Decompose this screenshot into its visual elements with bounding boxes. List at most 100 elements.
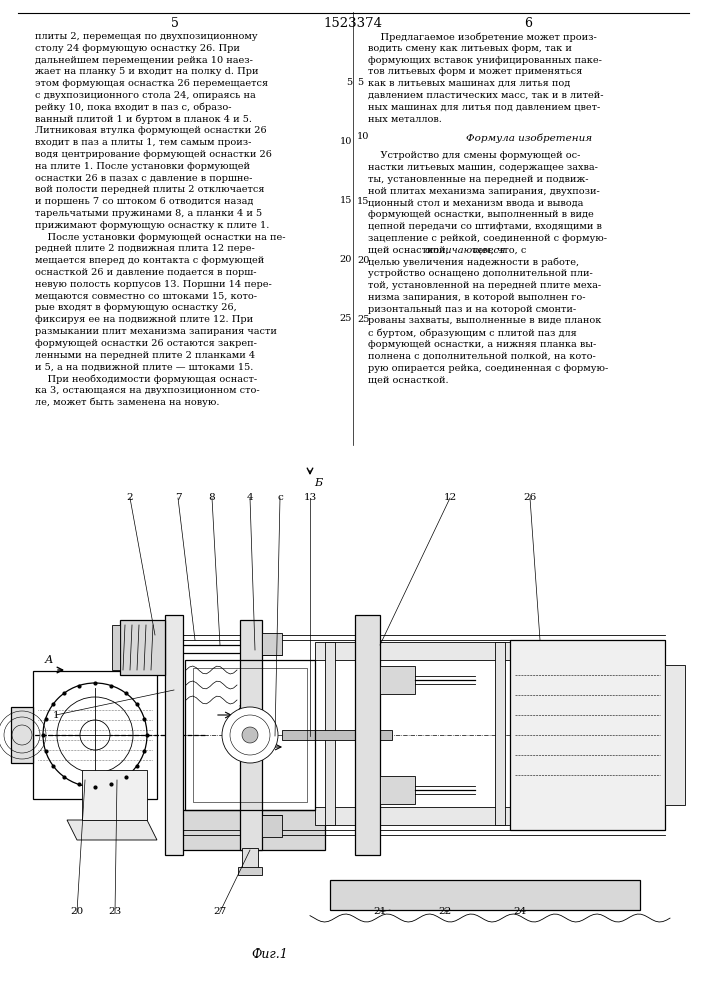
- Text: рые входят в формующую оснастку 26,: рые входят в формующую оснастку 26,: [35, 303, 237, 312]
- Text: 13: 13: [303, 493, 317, 502]
- Text: 26: 26: [523, 493, 537, 502]
- Text: 10: 10: [339, 137, 352, 146]
- Text: 22: 22: [438, 908, 452, 916]
- Text: 5: 5: [171, 17, 179, 30]
- Text: мещается вперед до контакта с формующей: мещается вперед до контакта с формующей: [35, 256, 264, 265]
- Text: тарельчатыми пружинами 8, а планки 4 и 5: тарельчатыми пружинами 8, а планки 4 и 5: [35, 209, 262, 218]
- Text: ной плитах механизма запирания, двухпози-: ной плитах механизма запирания, двухпози…: [368, 187, 600, 196]
- Text: формующей оснастки, выполненный в виде: формующей оснастки, выполненный в виде: [368, 210, 594, 219]
- Bar: [282, 730, 392, 740]
- Bar: [165, 615, 183, 855]
- Text: 5: 5: [357, 78, 363, 87]
- Circle shape: [242, 727, 258, 743]
- Bar: [112, 625, 120, 670]
- Text: c: c: [277, 493, 283, 502]
- Text: ванный плитой 1 и буртом в планок 4 и 5.: ванный плитой 1 и буртом в планок 4 и 5.: [35, 115, 252, 124]
- Text: 20: 20: [339, 255, 352, 264]
- Text: 10: 10: [357, 132, 369, 141]
- Text: А: А: [45, 655, 53, 665]
- Text: 4: 4: [247, 493, 253, 502]
- Text: 24: 24: [513, 908, 527, 916]
- Text: ле, может быть заменена на новую.: ле, может быть заменена на новую.: [35, 398, 219, 407]
- Text: с двухпозиционного стола 24, опираясь на: с двухпозиционного стола 24, опираясь на: [35, 91, 256, 100]
- Bar: [380, 666, 415, 694]
- Text: г: г: [237, 703, 243, 712]
- Text: этом формующая оснастка 26 перемещается: этом формующая оснастка 26 перемещается: [35, 79, 268, 88]
- Circle shape: [222, 707, 278, 763]
- Bar: [33, 671, 157, 799]
- Text: Литниковая втулка формующей оснастки 26: Литниковая втулка формующей оснастки 26: [35, 126, 267, 135]
- Text: невую полость корпусов 13. Поршни 14 пере-: невую полость корпусов 13. Поршни 14 пер…: [35, 280, 271, 289]
- Bar: [82, 770, 147, 820]
- Text: цепной передачи со штифтами, входящими в: цепной передачи со штифтами, входящими в: [368, 222, 602, 231]
- Text: 6: 6: [524, 17, 532, 30]
- Bar: [193, 668, 307, 802]
- Text: с буртом, образующим с плитой паз для: с буртом, образующим с плитой паз для: [368, 328, 577, 338]
- Text: 2: 2: [127, 493, 134, 502]
- Bar: [495, 642, 505, 825]
- Text: 5: 5: [346, 78, 352, 87]
- Text: Предлагаемое изобретение может произ-: Предлагаемое изобретение может произ-: [368, 32, 597, 41]
- Text: При необходимости формующая оснаст-: При необходимости формующая оснаст-: [35, 374, 257, 384]
- Text: размыкании плит механизма запирания части: размыкании плит механизма запирания част…: [35, 327, 277, 336]
- Text: как в литьевых машинах для литья под: как в литьевых машинах для литья под: [368, 79, 571, 88]
- Bar: [120, 620, 165, 675]
- Text: 8: 8: [209, 493, 216, 502]
- Text: 21: 21: [373, 908, 387, 916]
- Text: отличающееся: отличающееся: [424, 246, 506, 255]
- Text: ты, установленные на передней и подвиж-: ты, установленные на передней и подвиж-: [368, 175, 588, 184]
- Bar: [238, 867, 262, 875]
- Text: той, установленной на передней плите меха-: той, установленной на передней плите мех…: [368, 281, 601, 290]
- Text: 15: 15: [357, 197, 369, 206]
- Text: оснастки 26 в пазах c давление в поршне-: оснастки 26 в пазах c давление в поршне-: [35, 174, 252, 183]
- Text: Устройство для смены формующей ос-: Устройство для смены формующей ос-: [368, 151, 580, 160]
- Text: фиксируя ее на подвижной плите 12. При: фиксируя ее на подвижной плите 12. При: [35, 315, 253, 324]
- Text: и поршень 7 со штоком 6 отводится назад: и поршень 7 со штоком 6 отводится назад: [35, 197, 253, 206]
- Text: ризонтальный паз и на которой смонти-: ризонтальный паз и на которой смонти-: [368, 305, 576, 314]
- Bar: [355, 615, 380, 855]
- Circle shape: [80, 720, 110, 750]
- Text: 23: 23: [108, 908, 122, 916]
- Text: на плите 1. После установки формующей: на плите 1. После установки формующей: [35, 162, 250, 171]
- Text: 15: 15: [339, 196, 352, 205]
- Bar: [330, 880, 640, 910]
- Text: целью увеличения надежности в работе,: целью увеличения надежности в работе,: [368, 257, 579, 267]
- Text: редней плите 2 подвижная плита 12 пере-: редней плите 2 подвижная плита 12 пере-: [35, 244, 255, 253]
- Bar: [242, 848, 258, 870]
- Text: мещаются совместно со штоками 15, кото-: мещаются совместно со штоками 15, кото-: [35, 292, 257, 301]
- Polygon shape: [67, 820, 157, 840]
- Bar: [262, 815, 282, 837]
- Text: Б: Б: [314, 478, 322, 488]
- Text: рую опирается рейка, соединенная с формую-: рую опирается рейка, соединенная с форму…: [368, 364, 608, 373]
- Text: После установки формующей оснастки на пе-: После установки формующей оснастки на пе…: [35, 233, 286, 242]
- Text: Фиг.1: Фиг.1: [252, 948, 288, 961]
- Text: 1523374: 1523374: [324, 17, 382, 30]
- Text: щей оснасткой,: щей оснасткой,: [368, 246, 452, 255]
- Text: водя центрирование формующей оснастки 26: водя центрирование формующей оснастки 26: [35, 150, 272, 159]
- Text: устройство оснащено дополнительной пли-: устройство оснащено дополнительной пли-: [368, 269, 592, 278]
- Text: 1: 1: [53, 710, 59, 720]
- Bar: [262, 633, 282, 655]
- Text: В: В: [255, 736, 262, 745]
- Bar: [315, 642, 515, 660]
- Text: 27: 27: [214, 908, 227, 916]
- Text: тем, что, с: тем, что, с: [469, 246, 527, 255]
- Bar: [380, 776, 415, 804]
- Text: 7: 7: [175, 493, 181, 502]
- Text: ленными на передней плите 2 планками 4: ленными на передней плите 2 планками 4: [35, 351, 255, 360]
- Text: ционный стол и механизм ввода и вывода: ционный стол и механизм ввода и вывода: [368, 198, 583, 207]
- Text: 12: 12: [443, 493, 457, 502]
- Text: вой полости передней плиты 2 отключается: вой полости передней плиты 2 отключается: [35, 185, 264, 194]
- Text: столу 24 формующую оснастку 26. При: столу 24 формующую оснастку 26. При: [35, 44, 240, 53]
- Text: рейку 10, пока входит в паз c, образо-: рейку 10, пока входит в паз c, образо-: [35, 103, 231, 112]
- Text: входит в паз a плиты 1, тем самым произ-: входит в паз a плиты 1, тем самым произ-: [35, 138, 252, 147]
- Text: дальнейшем перемещении рейка 10 наез-: дальнейшем перемещении рейка 10 наез-: [35, 56, 253, 65]
- Text: формующей оснастки, а нижняя планка вы-: формующей оснастки, а нижняя планка вы-: [368, 340, 596, 349]
- Text: 20: 20: [71, 908, 83, 916]
- Text: Формула изобретения: Формула изобретения: [466, 133, 592, 143]
- Text: плиты 2, перемещая по двухпозиционному: плиты 2, перемещая по двухпозиционному: [35, 32, 257, 41]
- Bar: [175, 810, 325, 850]
- Bar: [510, 640, 665, 830]
- Text: тов литьевых форм и может применяться: тов литьевых форм и может применяться: [368, 67, 583, 76]
- Bar: [240, 620, 262, 850]
